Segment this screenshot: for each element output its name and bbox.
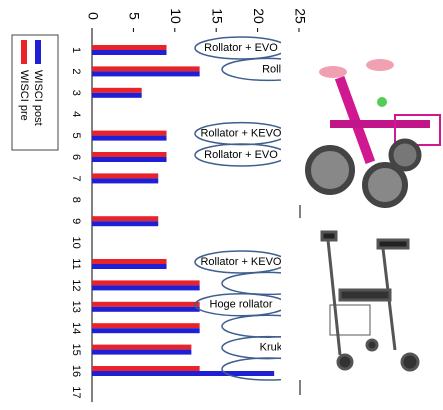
category-label: 15 <box>70 343 82 355</box>
category-label: 3 <box>70 90 82 96</box>
bar <box>92 323 200 328</box>
bar <box>92 71 200 76</box>
annotation-ellipse <box>222 272 314 294</box>
bar <box>92 136 167 141</box>
x-tick-label: 10 <box>168 8 184 24</box>
x-tick-label: 5 <box>127 12 143 20</box>
bar <box>92 345 191 350</box>
annotation-text: Roll <box>281 363 300 375</box>
legend-label: WISCI post <box>32 70 44 126</box>
photo-pink-walker <box>308 59 440 205</box>
bar <box>92 366 200 371</box>
annotation-text: Roll <box>281 277 300 289</box>
category-label: 16 <box>70 365 82 377</box>
annotation-text: Rollator <box>262 63 300 75</box>
x-tick-label: 15 <box>209 8 225 24</box>
bar <box>92 221 158 226</box>
annotation-ellipse <box>222 315 314 337</box>
category-label: 5 <box>70 133 82 139</box>
category-label: 12 <box>70 279 82 291</box>
annotation-text: Roll <box>281 320 300 332</box>
bar <box>92 328 200 333</box>
bar <box>92 371 274 376</box>
bar <box>92 157 167 162</box>
bar <box>92 50 167 55</box>
category-label: 8 <box>70 197 82 203</box>
category-label: 7 <box>70 175 82 181</box>
bar <box>92 307 200 312</box>
category-label: 17 <box>70 386 82 398</box>
category-label: 9 <box>70 218 82 224</box>
annotation-text: Rollator + EVO <box>204 149 278 161</box>
bar <box>92 264 167 269</box>
category-label: 1 <box>70 47 82 53</box>
x-tick-label: 25 <box>292 8 308 24</box>
bar <box>92 152 167 157</box>
annotation-ellipse <box>222 358 314 380</box>
chart: 05101520251234567891011121314151617WISCI… <box>0 0 443 410</box>
bar <box>92 216 158 221</box>
bar <box>92 173 158 178</box>
bar <box>92 88 142 93</box>
category-label: 11 <box>70 258 82 269</box>
annotation-text: Hoge rollator <box>210 299 273 311</box>
bar <box>92 93 142 98</box>
annotation-text: Krukken <box>260 342 300 354</box>
annotation-text: Rollator + KEVO <box>200 128 281 140</box>
category-label: 13 <box>70 301 82 313</box>
legend-swatch <box>35 40 41 64</box>
bar <box>92 259 167 264</box>
category-label: 10 <box>70 236 82 248</box>
bar <box>92 45 167 50</box>
x-tick-label: 0 <box>85 12 101 20</box>
category-label: 6 <box>70 154 82 160</box>
bar <box>92 302 200 307</box>
legend-label: WISCI pre <box>18 70 30 121</box>
x-tick-label: 20 <box>251 8 267 24</box>
bar <box>92 280 200 285</box>
category-label: 4 <box>70 111 82 117</box>
bar <box>92 178 158 183</box>
annotation-text: Rollator + EVO <box>204 42 278 54</box>
photo-grey-walker <box>322 232 418 370</box>
annotation-text: Rollator + KEVO <box>200 256 281 268</box>
category-label: 2 <box>70 68 82 74</box>
legend-swatch <box>21 40 27 64</box>
bar <box>92 350 191 355</box>
category-label: 14 <box>70 322 82 334</box>
bar <box>92 131 167 136</box>
bar <box>92 285 200 290</box>
bar <box>92 66 200 71</box>
